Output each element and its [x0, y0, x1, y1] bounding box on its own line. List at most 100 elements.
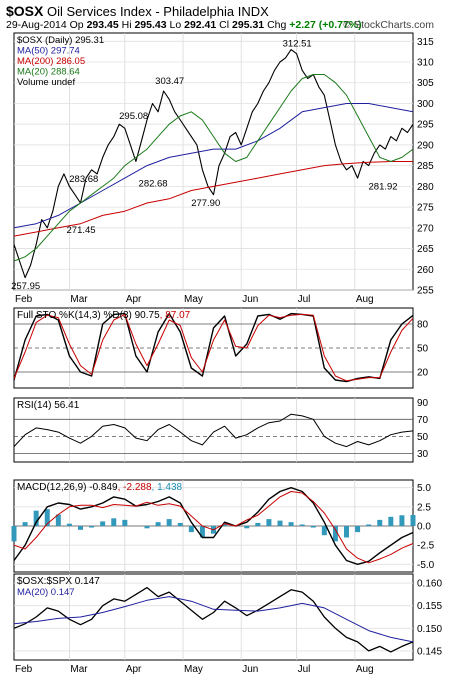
legend-entry: MA(50) 297.74 [17, 46, 80, 57]
legend-entry: $OSX (Daily) 295.31 [17, 35, 104, 46]
macd-histogram-bar [255, 523, 260, 526]
y-tick-label: 270 [417, 223, 434, 234]
price-annotation: 283.68 [69, 174, 98, 185]
y-tick-label: 310 [417, 58, 434, 69]
y-tick-label: 50 [417, 432, 429, 443]
macd-histogram-bar [355, 526, 360, 532]
month-label: Feb [15, 664, 33, 675]
panel-title-part: MACD(12,26,9) -0.849 [17, 482, 118, 493]
y-tick-label: 70 [417, 415, 429, 426]
y-tick-label: 255 [417, 286, 434, 297]
y-tick-label: 290 [417, 140, 434, 151]
macd-histogram-bar [145, 526, 150, 528]
macd-histogram-bar [189, 526, 194, 532]
month-label: Mar [70, 294, 88, 305]
y-tick-label: 300 [417, 99, 434, 110]
panel-rsi: 30 50 70 90 RSI(14) 56.41 [14, 398, 429, 462]
macd-histogram-bar [344, 526, 349, 538]
legend-entry: Volume undef [17, 77, 75, 88]
macd-histogram-bar [67, 524, 72, 526]
macd-histogram-bar [278, 521, 283, 526]
price-annotation: 282.68 [139, 178, 168, 189]
y-tick-label: 80 [417, 320, 429, 331]
y-tick-label: 20 [417, 368, 429, 379]
panel-macd: -5.0-2.50.02.55.0MACD(12,26,9) -0.849, -… [12, 480, 435, 572]
y-tick-label: 90 [417, 398, 429, 409]
panel-title-part: , 1.438 [152, 482, 183, 493]
panel-ratio: 0.145 0.150 0.155 0.160 $OSX:$SPX 0.147MA(20… [14, 574, 442, 675]
panel-title: Full STO %K(14,3) %D(3) 90.75, 87.07 [17, 310, 191, 321]
y-tick-label: 0.0 [417, 522, 431, 533]
macd-histogram-bar [156, 522, 161, 526]
macd-histogram-bar [399, 515, 404, 526]
panel-title: MACD(12,26,9) -0.849, -2.288, 1.438 [17, 482, 183, 493]
legend-entry: MA(200) 286.05 [17, 56, 85, 67]
macd-histogram-bar [411, 515, 416, 526]
month-label: Apr [126, 664, 142, 675]
macd-histogram-bar [388, 517, 393, 526]
macd-histogram-bar [266, 519, 271, 526]
legend-entry: MA(20) 288.64 [17, 67, 80, 78]
price-annotation: 271.45 [67, 225, 96, 236]
macd-histogram-bar [300, 524, 305, 526]
macd-histogram-bar [89, 526, 94, 528]
y-tick-label: 5.0 [417, 483, 431, 494]
price-annotation: 281.92 [369, 181, 398, 192]
macd-histogram-bar [167, 519, 172, 526]
macd-histogram-bar [377, 520, 382, 526]
panel-sto: 20 50 80 Full STO %K(14,3) %D(3) 90.75, 87.… [14, 308, 429, 388]
month-label: Apr [126, 294, 142, 305]
y-tick-label: 2.5 [417, 502, 431, 513]
macd-histogram-bar [12, 526, 17, 541]
y-tick-label: 0.155 [417, 601, 442, 612]
panel-title-part: , 87.07 [160, 310, 191, 321]
y-tick-label: 260 [417, 265, 434, 276]
month-label: Jun [242, 294, 258, 305]
panel-title-part: Full STO %K(14,3) %D(3) 90.75 [17, 310, 160, 321]
month-label: Jul [298, 294, 311, 305]
y-tick-label: 0.150 [417, 624, 442, 635]
y-tick-label: 305 [417, 78, 434, 89]
month-label: May [184, 294, 203, 305]
y-tick-label: 0.160 [417, 579, 442, 590]
month-label: May [184, 664, 203, 675]
y-tick-label: 0.145 [417, 646, 442, 657]
panel-title-part: , -2.288 [118, 482, 152, 493]
macd-histogram-bar [78, 526, 83, 530]
month-label: Aug [356, 664, 374, 675]
macd-histogram-bar [122, 520, 127, 526]
month-label: Aug [356, 294, 374, 305]
month-label: Feb [15, 294, 33, 305]
macd-histogram-bar [23, 522, 28, 526]
panel-title: RSI(14) 56.41 [17, 400, 80, 411]
y-tick-label: 30 [417, 449, 429, 460]
macd-histogram-bar [178, 523, 183, 526]
price-annotation: 295.08 [119, 111, 148, 122]
y-tick-label: 285 [417, 161, 434, 172]
macd-histogram-bar [100, 521, 105, 526]
month-label: Jun [242, 664, 258, 675]
y-tick-label: 275 [417, 203, 434, 214]
macd-histogram-bar [311, 526, 316, 528]
y-tick-label: 50 [417, 344, 429, 355]
y-tick-label: 295 [417, 120, 434, 131]
panel-title: $OSX:$SPX 0.147 [17, 576, 100, 587]
month-label: Mar [70, 664, 88, 675]
macd-histogram-bar [289, 522, 294, 526]
macd-histogram-bar [111, 518, 116, 526]
panel-price: 255 260 265 270 275 280 285 290 295 300 305 310 315 2… [11, 33, 434, 305]
price-annotation: 257.95 [11, 281, 40, 292]
price-annotation: 277.90 [191, 198, 220, 209]
month-label: Jul [298, 664, 311, 675]
macd-histogram-bar [244, 526, 249, 528]
legend-entry: MA(20) 0.147 [17, 587, 75, 598]
price-annotation: 312.51 [283, 39, 312, 50]
y-tick-label: 265 [417, 244, 434, 255]
y-tick-label: 315 [417, 37, 434, 48]
y-tick-label: 280 [417, 182, 434, 193]
y-tick-label: -2.5 [417, 541, 435, 552]
price-annotation: 303.47 [155, 76, 184, 87]
macd-histogram-bar [366, 524, 371, 526]
